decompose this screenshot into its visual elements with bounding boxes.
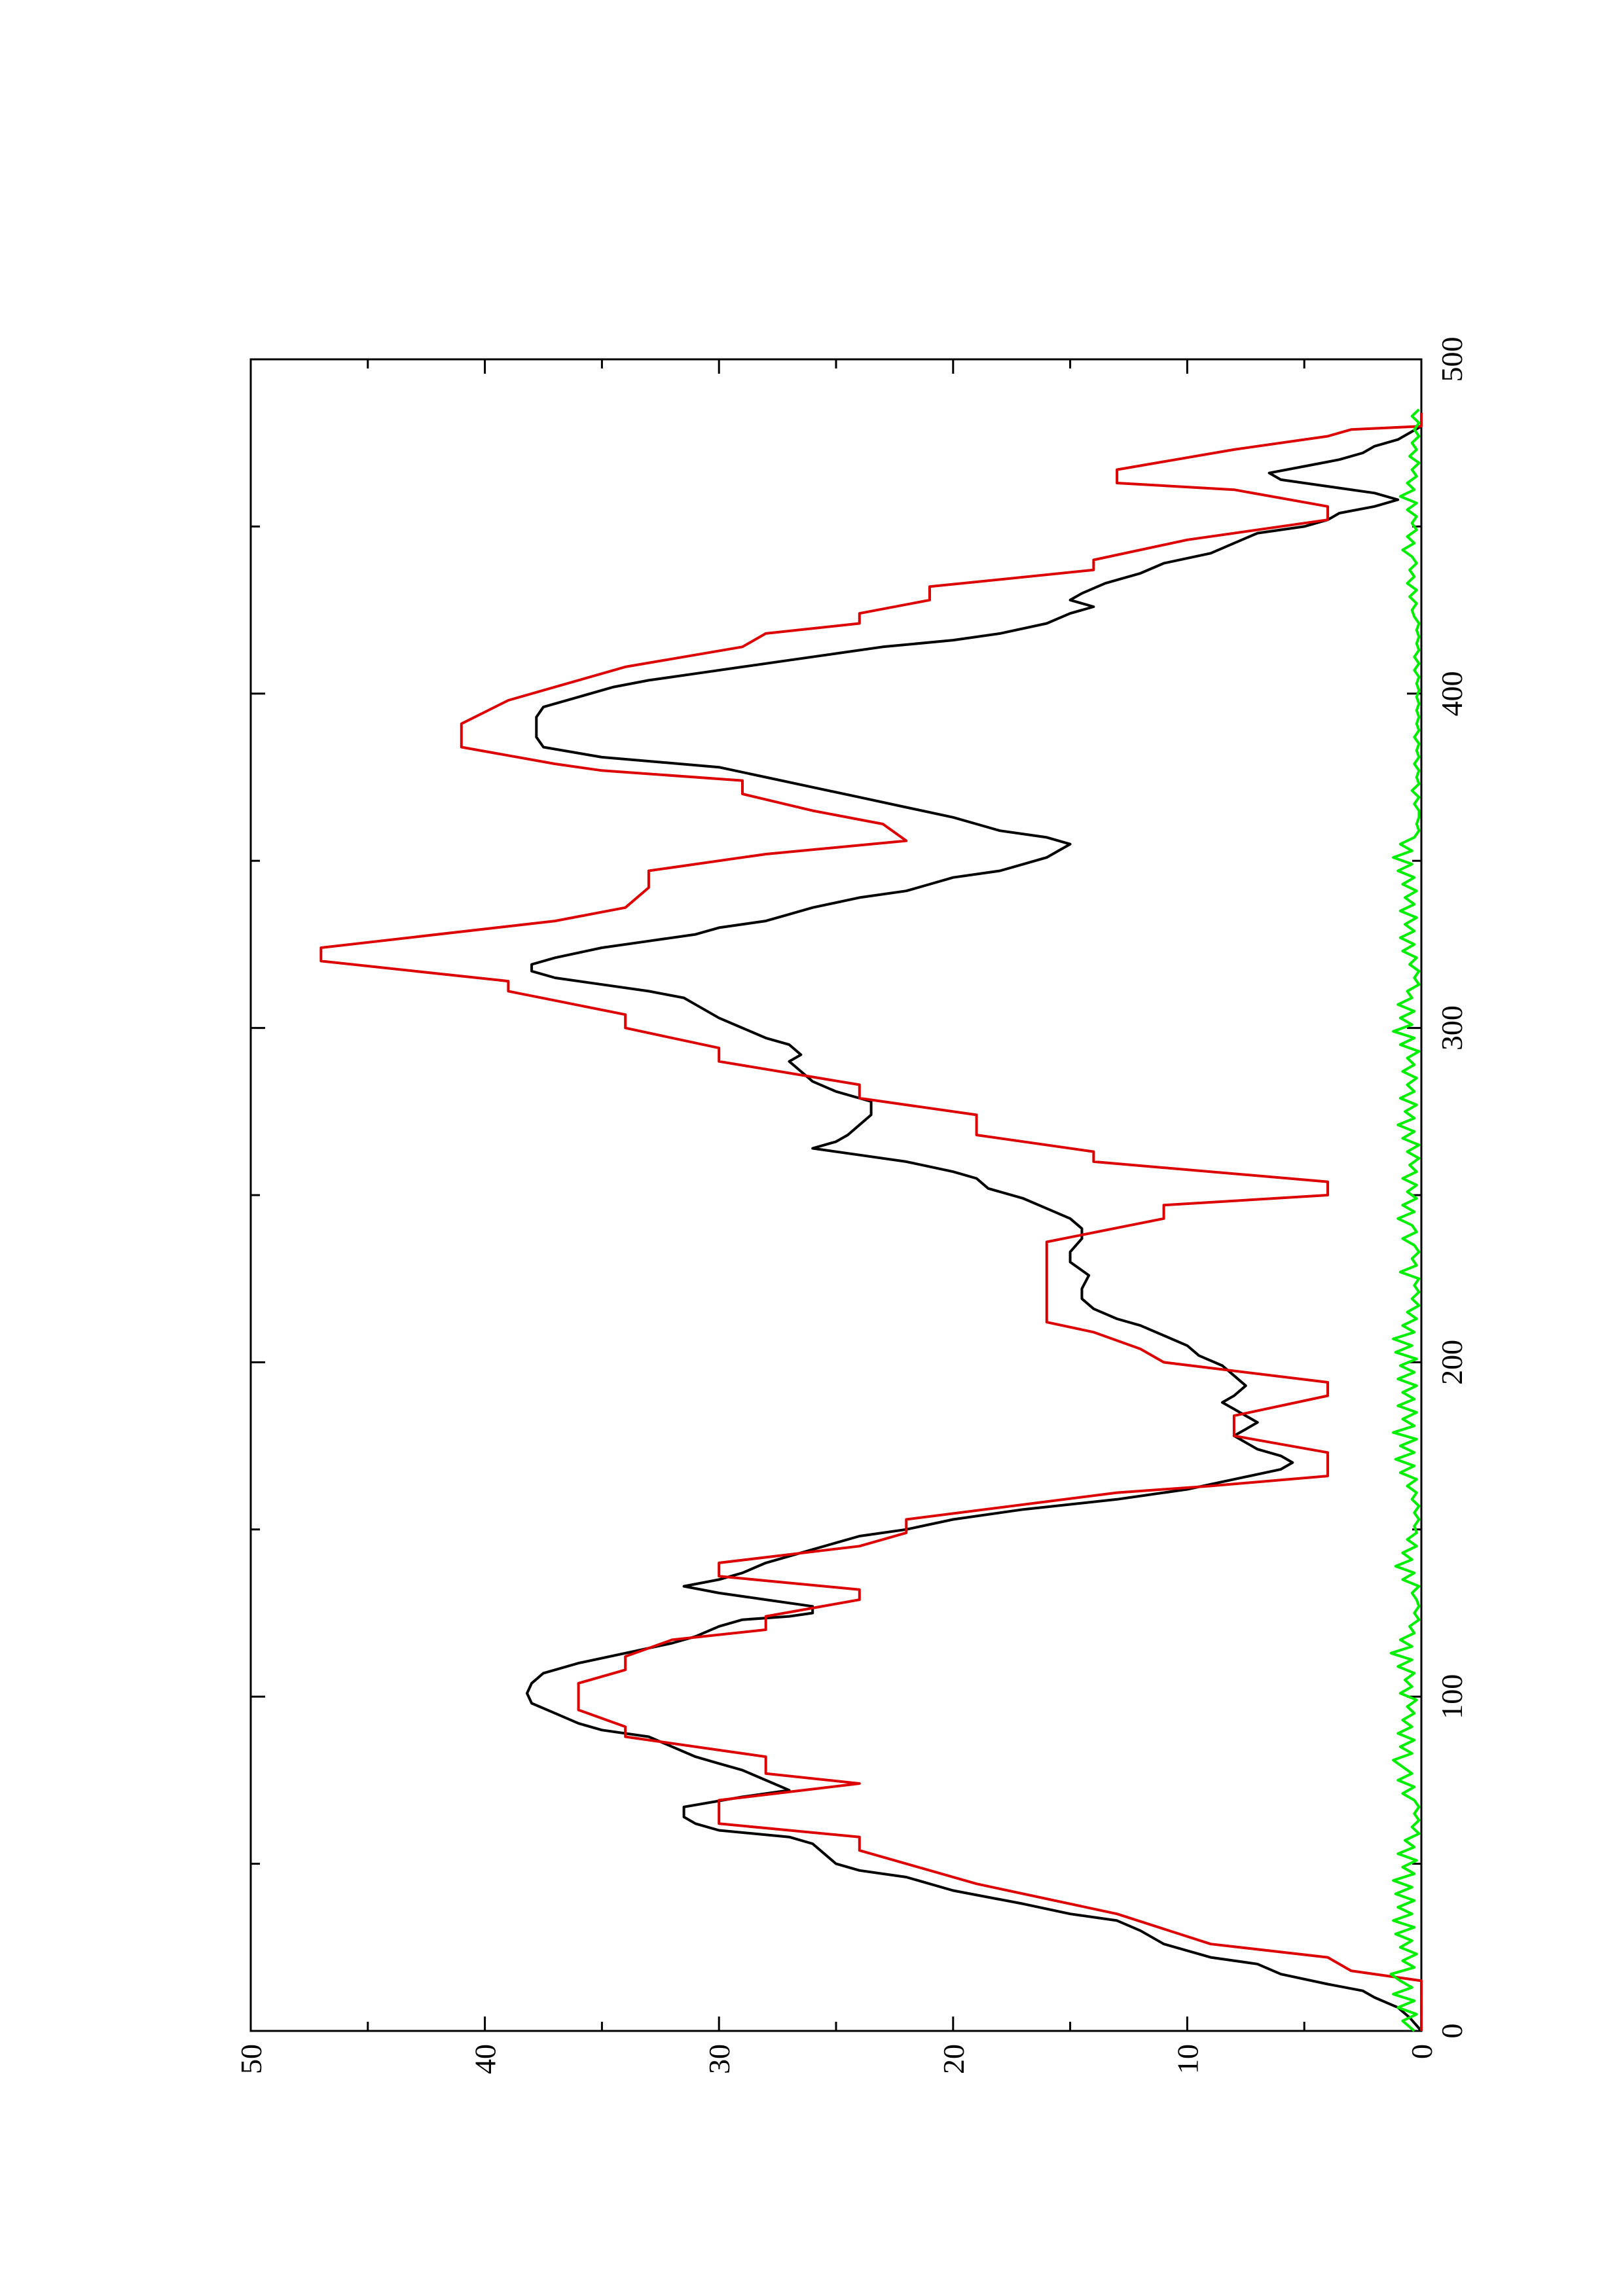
x-tick-label: 500: [1435, 337, 1468, 382]
x-tick-label: 100: [1435, 1674, 1468, 1719]
y-tick-label: 50: [234, 2044, 268, 2074]
y-tick-label: 10: [1171, 2044, 1204, 2074]
series-lines: [319, 408, 1423, 2032]
y-tick-label: 0: [1405, 2044, 1438, 2059]
y-tick-label: 20: [937, 2044, 970, 2074]
x-tick-label: 200: [1435, 1340, 1468, 1385]
y-tick-label: 30: [702, 2044, 736, 2074]
series-line-3: [1389, 408, 1421, 2032]
x-tick-label: 300: [1435, 1005, 1468, 1050]
x-tick-label: 0: [1435, 2024, 1468, 2039]
y-tick-label: 40: [469, 2044, 502, 2074]
series-line-1: [526, 425, 1423, 2032]
axis-ticks: [249, 358, 1423, 2032]
rotated-plot-group: 0 100 200 300 400 500 0 10 20 30 40 50: [234, 337, 1468, 2075]
tick-labels: 0 100 200 300 400 500 0 10 20 30 40 50: [234, 337, 1468, 2075]
x-tick-label: 400: [1435, 671, 1468, 716]
series-line-2: [319, 412, 1423, 2031]
